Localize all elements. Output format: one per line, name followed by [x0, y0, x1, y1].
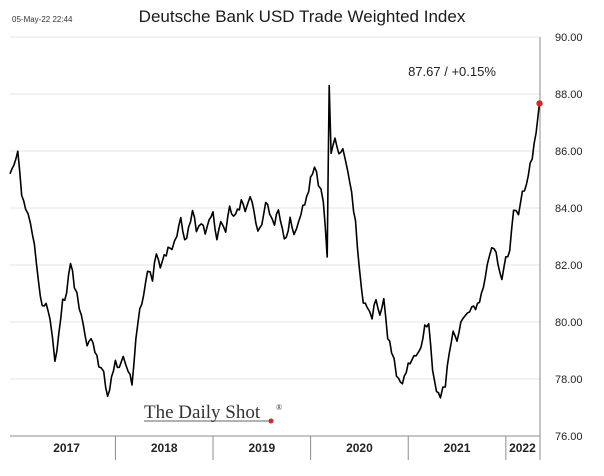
x-tick-label: 2022	[509, 441, 536, 455]
y-tick-label: 88.00	[555, 89, 583, 101]
y-tick-label: 80.00	[555, 317, 583, 329]
y-tick-label: 86.00	[555, 146, 583, 158]
brand-registered-mark: ®	[276, 403, 282, 412]
x-tick-label: 2018	[151, 441, 178, 455]
chart-title: Deutsche Bank USD Trade Weighted Index	[139, 7, 466, 26]
x-tick-label: 2020	[346, 441, 373, 455]
last-point-marker	[536, 100, 543, 107]
y-tick-label: 90.00	[555, 32, 583, 44]
x-axis: 2017 2018 2019 2020 2021 2022	[10, 37, 541, 460]
series-group	[9, 84, 543, 399]
gridlines	[10, 36, 540, 380]
y-tick-label: 84.00	[555, 203, 583, 215]
y-tick-label: 78.00	[555, 374, 583, 386]
brand-text: The Daily Shot	[144, 402, 261, 423]
y-tick-label: 76.00	[555, 431, 583, 443]
last-value-annotation: 87.67 / +0.15%	[408, 64, 496, 79]
x-tick-label: 2021	[444, 441, 471, 455]
timestamp: 05-May-22 22:44	[12, 15, 73, 24]
x-tick-label: 2019	[248, 441, 275, 455]
x-tick-label: 2017	[53, 441, 80, 455]
brand-dot	[268, 418, 274, 424]
series-line	[9, 84, 541, 399]
y-tick-label: 82.00	[555, 260, 583, 272]
brand-logo: The Daily Shot ®	[144, 402, 282, 424]
y-axis: 76.00 78.00 80.00 82.00 84.00 86.00 88.00 90.00	[555, 32, 583, 443]
